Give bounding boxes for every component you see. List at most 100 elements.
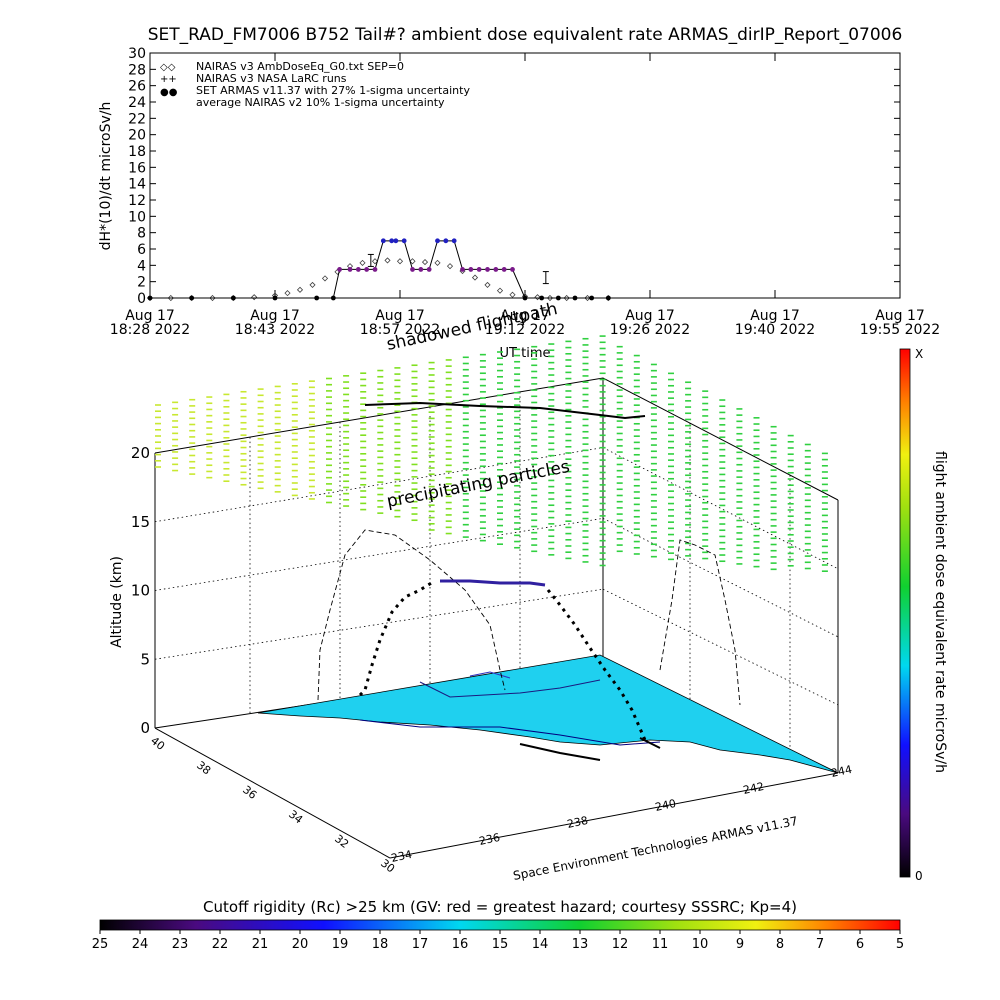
nairas-point [409,258,416,265]
armas-point [501,267,507,272]
bottom-tick-label: 9 [736,937,744,952]
bottom-tick-label: 20 [292,937,309,952]
flight-path [358,401,647,741]
armas-point [389,238,395,244]
armas-point [272,295,278,301]
bottom-tick-label: 18 [372,937,389,952]
bottom-tick-label: 14 [532,937,549,952]
bottom-tick-label: 24 [132,937,149,952]
armas-point [435,238,440,244]
armas-line [150,240,609,299]
plot-3d: shadowed flightpath precipitating partic… [109,299,853,883]
armas-point [485,267,490,272]
y-tick-label: 16 [128,160,146,176]
bottom-colorbar: Cutoff rigidity (Rc) >25 km (GV: red = g… [92,898,904,952]
nairas-point [563,294,570,302]
nairas-point [371,258,379,265]
box-3d [154,377,839,859]
lat-tick-label: 36 [240,783,259,802]
y-tick-label: 18 [128,144,146,160]
x-tick-label-line1: Aug 17 [500,308,550,324]
nairas-point [321,275,329,282]
armas-point [572,295,578,301]
shadow-curves [317,529,741,706]
y-tick-label: 6 [137,242,146,258]
credit-label: Space Environment Technologies ARMAS v11… [512,814,799,883]
y-tick-label: 20 [128,128,146,144]
armas-point [410,267,415,272]
lon-tick-label: 234 [390,848,413,865]
bottom-tick-label: 22 [212,937,229,952]
x-tick-label-line2: 18:57 2022 [360,322,440,338]
y-tick-label: 12 [128,193,146,209]
armas-point [460,267,465,272]
x-tick-label-line2: 18:28 2022 [110,322,190,338]
bottom-tick-label: 8 [776,937,784,952]
bottom-tick-label: 21 [252,937,269,952]
nairas-point [534,294,541,301]
right-colorbar-bottom: 0 [915,869,923,883]
nairas-point [509,291,516,298]
z-tick-label: 0 [140,719,150,737]
legend-sym-1: ++ [160,74,177,85]
nairas-point [421,259,429,266]
y-tick-label: 30 [128,46,146,62]
armas-point [189,295,195,301]
legend-text-2: SET ARMAS v11.37 with 27% 1-sigma uncert… [196,84,470,97]
lon-tick-label: 236 [478,831,501,848]
nairas-point [434,259,441,266]
lon-tick-label: 238 [566,814,589,831]
armas-point [337,267,342,272]
series-layer [146,238,612,302]
armas-point [493,267,499,272]
x-tick-label-line1: Aug 17 [125,308,175,324]
z-tick-label: 5 [140,650,150,668]
armas-point [605,295,611,301]
legend-sym-2: ●● [160,87,178,98]
nairas-point [484,281,491,288]
bottom-tick-label: 15 [492,937,509,952]
y-tick-label: 14 [128,177,146,193]
y-tick-label: 28 [128,62,146,78]
nairas-point [251,294,258,301]
lat-tick-label: 34 [286,808,305,827]
bottom-tick-label: 16 [452,937,469,952]
surface-details [359,671,661,761]
armas-point [555,295,561,301]
armas-point [468,267,474,272]
y-tick-label: 22 [128,111,146,127]
armas-point [426,267,432,272]
nairas-point [546,294,554,302]
nairas-point [384,257,391,264]
surface-map [257,654,839,774]
armas-point [372,267,378,272]
z-tick-label: 15 [131,513,150,531]
y-tick-label: 24 [128,95,146,111]
x-tick-label-line2: 18:43 2022 [235,322,315,338]
bottom-tick-label: 12 [612,937,629,952]
x-tick-label-line1: Aug 17 [625,308,675,324]
armas-point [347,267,353,272]
bottom-tick-label: 23 [172,937,189,952]
bottom-tick-label: 13 [572,937,589,952]
nairas-point [496,287,504,294]
lon-tick-label: 240 [654,797,677,814]
x-tick-label-line1: Aug 17 [750,308,800,324]
nairas-point [284,290,291,297]
armas-point [147,295,153,301]
armas-point [476,267,482,272]
nairas-point [471,274,479,281]
armas-point [380,238,386,244]
lat-tick-label: 38 [194,759,213,778]
bottom-tick-label: 25 [92,937,109,952]
legend: ◇◇ NAIRAS v3 AmbDoseEq_G0.txt SEP=0 ++ N… [160,60,470,109]
altitude-axis-label: Altitude (km) [109,556,125,648]
armas-point [230,295,236,301]
legend-sym-0: ◇◇ [160,62,176,73]
nairas-point [167,294,174,302]
nairas-point [309,281,316,288]
bottom-tick-label: 6 [856,937,864,952]
